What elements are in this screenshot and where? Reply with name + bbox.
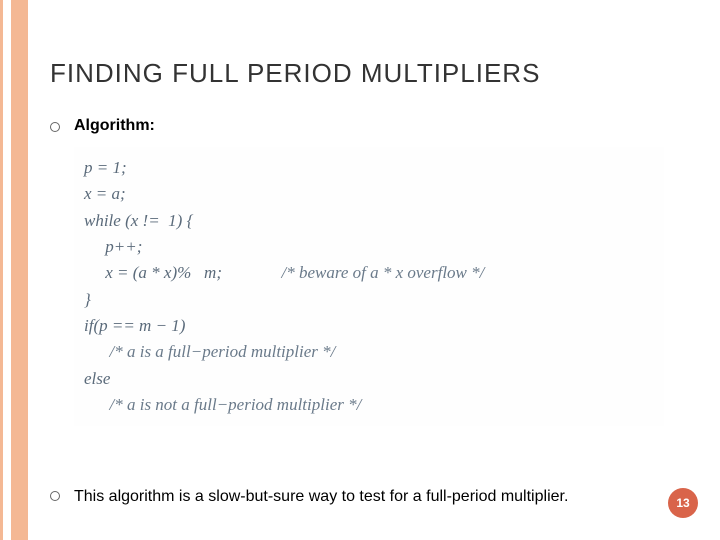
bullet-icon xyxy=(50,491,60,501)
code-line: } xyxy=(84,287,654,313)
code-line: x = (a * x)% m; /* beware of a * x overf… xyxy=(84,260,654,286)
bullet-icon xyxy=(50,122,60,132)
left-accent-stripe-gap xyxy=(3,0,11,540)
code-line: p++; xyxy=(84,234,654,260)
code-line: else xyxy=(84,366,654,392)
code-line: while (x != 1) { xyxy=(84,208,654,234)
bullet-label: Algorithm: xyxy=(74,117,155,135)
code-comment: /* beware of a * x overflow */ xyxy=(281,263,484,282)
code-statement: x = (a * x)% m; xyxy=(84,263,222,282)
code-comment: /* a is a full−period multiplier */ xyxy=(84,339,654,365)
code-comment: /* a is not a full−period multiplier */ xyxy=(84,392,654,418)
bullet-item: This algorithm is a slow-but-sure way to… xyxy=(50,486,690,508)
algorithm-code-block: p = 1; x = a; while (x != 1) { p++; x = … xyxy=(74,147,664,426)
page-number: 13 xyxy=(676,496,689,510)
slide-title: FINDING FULL PERIOD MULTIPLIERS xyxy=(50,58,690,89)
slide-content: FINDING FULL PERIOD MULTIPLIERS Algorith… xyxy=(50,58,690,520)
code-line: p = 1; xyxy=(84,155,654,181)
bullet-label: This algorithm is a slow-but-sure way to… xyxy=(74,486,568,508)
left-accent-stripe xyxy=(0,0,28,540)
code-line: x = a; xyxy=(84,181,654,207)
code-line: if(p == m − 1) xyxy=(84,313,654,339)
page-number-badge: 13 xyxy=(668,488,698,518)
bullet-item: Algorithm: xyxy=(50,117,690,135)
